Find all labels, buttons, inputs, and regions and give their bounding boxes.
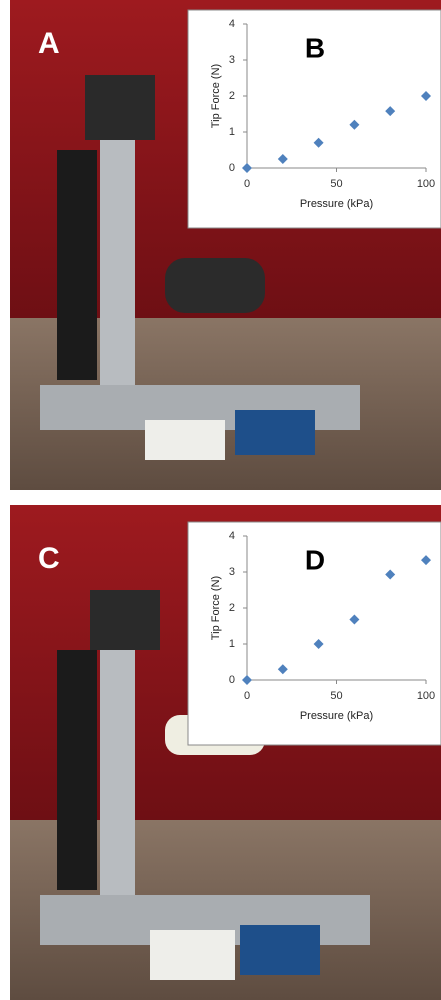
x-tick-label: 50 <box>330 178 342 190</box>
chart-title: D <box>305 544 325 575</box>
y-tick-label: 1 <box>229 126 235 138</box>
y-tick-label: 4 <box>229 530 235 542</box>
y-axis-label: Tip Force (N) <box>210 64 222 128</box>
chart-title: B <box>305 32 325 63</box>
y-tick-label: 2 <box>229 602 235 614</box>
y-tick-label: 4 <box>229 18 235 30</box>
y-tick-label: 3 <box>229 566 235 578</box>
x-tick-label: 50 <box>330 690 342 702</box>
y-axis-label: Tip Force (N) <box>210 576 222 640</box>
figure: A C 01234050100BPressure (kPa)Tip Force … <box>0 0 441 1000</box>
x-tick-label: 0 <box>244 690 250 702</box>
y-tick-label: 0 <box>229 674 235 686</box>
x-axis-label: Pressure (kPa) <box>300 198 373 210</box>
x-tick-label: 100 <box>417 690 435 702</box>
panel-label: C <box>38 542 60 575</box>
y-tick-label: 2 <box>229 90 235 102</box>
y-tick-label: 0 <box>229 162 235 174</box>
x-axis-label: Pressure (kPa) <box>300 710 373 722</box>
x-tick-label: 100 <box>417 178 435 190</box>
panel-label: A <box>38 27 60 60</box>
y-tick-label: 3 <box>229 54 235 66</box>
y-tick-label: 1 <box>229 638 235 650</box>
x-tick-label: 0 <box>244 178 250 190</box>
